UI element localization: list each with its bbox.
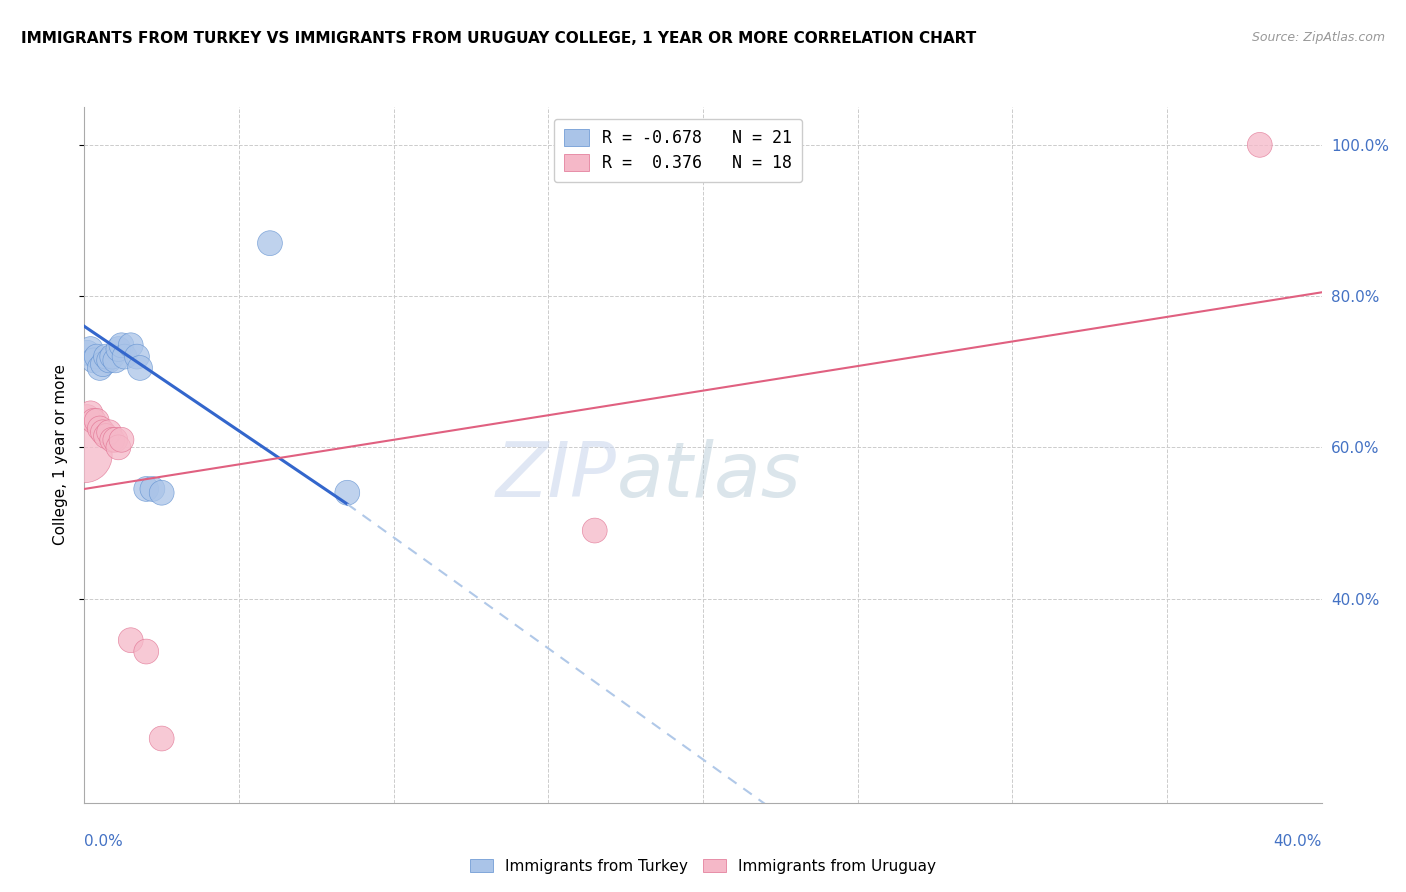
Point	[104, 433, 127, 447]
Point	[129, 361, 152, 376]
Point	[135, 644, 157, 658]
Point	[83, 353, 105, 368]
Point	[89, 361, 111, 376]
Point	[76, 410, 98, 425]
Point	[1249, 137, 1271, 152]
Point	[86, 414, 108, 428]
Point	[94, 429, 117, 443]
Point	[107, 342, 129, 356]
Point	[79, 342, 101, 356]
Text: Source: ZipAtlas.com: Source: ZipAtlas.com	[1251, 31, 1385, 45]
Legend: R = -0.678   N = 21, R =  0.376   N = 18: R = -0.678 N = 21, R = 0.376 N = 18	[554, 119, 803, 182]
Point	[91, 357, 114, 371]
Text: 40.0%: 40.0%	[1274, 834, 1322, 849]
Point	[101, 350, 124, 364]
Point	[150, 485, 173, 500]
Point	[86, 350, 108, 364]
Point	[336, 485, 359, 500]
Point	[110, 338, 132, 352]
Point	[83, 414, 105, 428]
Point	[98, 353, 121, 368]
Point	[114, 350, 136, 364]
Point	[89, 421, 111, 435]
Text: ZIP: ZIP	[495, 439, 616, 513]
Point	[98, 425, 121, 440]
Text: atlas: atlas	[616, 439, 801, 513]
Text: 0.0%: 0.0%	[84, 834, 124, 849]
Point	[141, 482, 163, 496]
Point	[259, 236, 281, 251]
Point	[135, 482, 157, 496]
Point	[101, 433, 124, 447]
Point	[120, 633, 142, 648]
Point	[76, 346, 98, 360]
Point	[104, 353, 127, 368]
Point	[73, 448, 96, 462]
Point	[91, 425, 114, 440]
Text: IMMIGRANTS FROM TURKEY VS IMMIGRANTS FROM URUGUAY COLLEGE, 1 YEAR OR MORE CORREL: IMMIGRANTS FROM TURKEY VS IMMIGRANTS FRO…	[21, 31, 976, 46]
Point	[107, 441, 129, 455]
Point	[110, 433, 132, 447]
Point	[150, 731, 173, 746]
Point	[79, 406, 101, 420]
Point	[125, 350, 148, 364]
Point	[94, 350, 117, 364]
Y-axis label: College, 1 year or more: College, 1 year or more	[52, 365, 67, 545]
Point	[583, 524, 606, 538]
Legend: Immigrants from Turkey, Immigrants from Uruguay: Immigrants from Turkey, Immigrants from …	[464, 853, 942, 880]
Point	[120, 338, 142, 352]
